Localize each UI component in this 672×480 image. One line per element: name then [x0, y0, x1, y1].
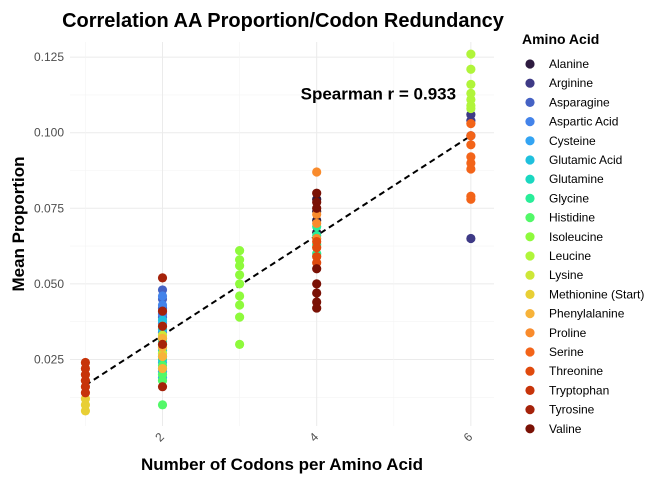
legend-swatch	[525, 309, 535, 319]
legend-swatch	[525, 366, 535, 376]
trendline	[84, 134, 472, 387]
data-point	[312, 243, 322, 253]
trendline-layer	[84, 134, 472, 387]
data-point	[235, 300, 245, 310]
x-tick-label: 4	[307, 430, 322, 445]
data-point	[235, 339, 245, 349]
data-point	[157, 400, 168, 410]
legend-swatch	[525, 213, 535, 223]
legend-title: Amino Acid	[522, 31, 599, 47]
legend-label: Valine	[549, 422, 582, 436]
data-point	[157, 363, 168, 374]
data-point	[157, 291, 168, 301]
data-point	[235, 246, 245, 256]
y-tick-label: 0.100	[34, 126, 64, 140]
data-point	[466, 164, 476, 174]
legend-swatch	[525, 78, 535, 88]
legend-label: Isoleucine	[549, 230, 603, 244]
legend-label: Glutamine	[549, 172, 604, 186]
legend-swatch	[525, 251, 535, 261]
legend: Amino Acid Alanine Arginine Asparagine Aspa…	[522, 31, 644, 436]
data-point	[312, 167, 322, 177]
data-point	[312, 203, 322, 213]
legend-label: Glycine	[549, 191, 589, 205]
legend-swatch	[525, 347, 535, 357]
data-point	[466, 131, 476, 141]
data-point	[466, 103, 476, 114]
legend-label: Serine	[549, 345, 584, 359]
data-point	[312, 218, 322, 229]
legend-swatch	[525, 405, 535, 415]
legend-label: Histidine	[549, 211, 595, 225]
tick-labels: 0.025 0.050 0.075 0.100 0.125 2 4 6	[34, 50, 476, 444]
points-layer	[80, 49, 476, 416]
data-point	[466, 49, 476, 59]
data-point	[157, 382, 168, 392]
legend-swatch	[525, 174, 535, 184]
legend-label: Tyrosine	[549, 403, 595, 417]
legend-swatch	[525, 117, 535, 127]
legend-swatch	[525, 385, 535, 395]
x-tick-label: 6	[461, 430, 476, 445]
data-point	[466, 119, 476, 129]
chart-title: Correlation AA Proportion/Codon Redundan…	[62, 10, 505, 32]
data-point	[157, 321, 168, 331]
legend-swatch	[525, 59, 535, 69]
legend-label: Alanine	[549, 57, 589, 71]
legend-label: Leucine	[549, 249, 591, 263]
data-point	[466, 79, 476, 89]
legend-swatch	[525, 155, 535, 165]
data-point	[312, 188, 322, 198]
data-point	[312, 288, 322, 298]
legend-swatch	[525, 424, 535, 434]
data-point	[312, 279, 322, 289]
data-point	[466, 233, 476, 244]
data-point	[312, 264, 322, 274]
data-point	[466, 140, 476, 150]
legend-swatch	[525, 270, 535, 280]
data-point	[235, 255, 245, 265]
y-axis-title: Mean Proportion	[9, 156, 28, 291]
data-point	[466, 194, 476, 204]
x-tick-label: 2	[152, 430, 167, 445]
data-point	[157, 273, 168, 283]
legend-label: Proline	[549, 326, 587, 340]
data-point	[235, 291, 245, 301]
legend-swatch	[525, 289, 535, 299]
legend-label: Lysine	[549, 268, 584, 282]
legend-label: Cysteine	[549, 134, 596, 148]
y-tick-label: 0.075	[34, 201, 64, 215]
x-axis-title: Number of Codons per Amino Acid	[141, 455, 423, 474]
data-point	[312, 303, 322, 313]
legend-swatch	[525, 97, 535, 107]
legend-label: Aspartic Acid	[549, 115, 618, 129]
data-point	[235, 312, 245, 322]
legend-swatch	[525, 193, 535, 203]
legend-label: Arginine	[549, 76, 593, 90]
y-tick-label: 0.025	[34, 352, 64, 366]
legend-label: Methionine (Start)	[549, 287, 644, 301]
data-point	[157, 306, 168, 316]
data-point	[235, 279, 245, 289]
legend-label: Asparagine	[549, 95, 610, 109]
data-point	[157, 339, 168, 349]
legend-label: Phenylalanine	[549, 307, 625, 321]
y-tick-label: 0.125	[34, 50, 64, 64]
legend-label: Tryptophan	[549, 383, 609, 397]
legend-label: Threonine	[549, 364, 603, 378]
data-point	[157, 351, 168, 362]
legend-label: Glutamic Acid	[549, 153, 622, 167]
data-point	[466, 64, 476, 74]
legend-swatch	[525, 136, 535, 146]
y-tick-label: 0.050	[34, 277, 64, 291]
legend-swatch	[525, 232, 535, 242]
data-point	[80, 357, 91, 368]
spearman-annotation: Spearman r = 0.933	[301, 84, 456, 103]
legend-swatch	[525, 328, 535, 338]
data-point	[235, 270, 245, 280]
